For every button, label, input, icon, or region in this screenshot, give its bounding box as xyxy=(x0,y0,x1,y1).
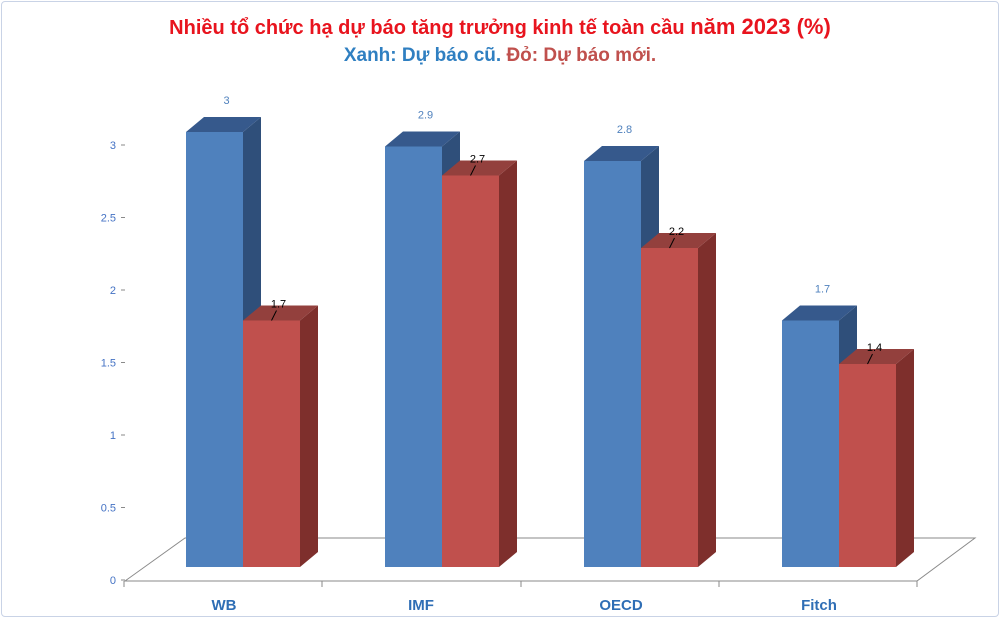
data-label-new: 1.7 xyxy=(271,299,286,311)
bar-new-imf xyxy=(442,160,517,567)
bar-new-wb-top xyxy=(243,305,318,321)
bar-old-fitch-front xyxy=(782,320,839,567)
chart-title-year: năm 2023 (%) xyxy=(690,14,831,39)
bar-new-oecd xyxy=(641,233,716,567)
bar-new-wb-side xyxy=(300,305,318,567)
bar-new-wb xyxy=(243,305,318,567)
data-label-old: 2.9 xyxy=(418,110,433,122)
x-category-label: Fitch xyxy=(801,597,837,614)
bar-new-fitch-side xyxy=(896,349,914,567)
chart-subtitle: Xanh: Dự báo cũ. Đỏ: Dự báo mới. xyxy=(0,45,1000,67)
bar-new-oecd-front xyxy=(641,248,698,567)
chart-title: Nhiều tổ chức hạ dự báo tăng trưởng kinh… xyxy=(0,14,1000,40)
bar-new-wb-front xyxy=(243,320,300,567)
y-tick-label: 1.5 xyxy=(101,358,116,370)
data-label-old: 2.8 xyxy=(617,124,632,136)
bar-new-fitch-front xyxy=(839,364,896,567)
y-tick-label: 0.5 xyxy=(101,503,116,515)
bar-old-imf-top xyxy=(385,131,460,147)
bar-old-wb-front xyxy=(186,132,243,567)
bar-old-oecd-top xyxy=(584,146,659,161)
bar-new-fitch-top xyxy=(839,349,914,364)
data-label-new: 2.2 xyxy=(669,226,684,238)
bar-new-oecd-top xyxy=(641,233,716,248)
y-tick-label: 3 xyxy=(110,140,116,152)
x-axis: WB IMF OECD Fitch xyxy=(212,597,837,614)
x-category-label: OECD xyxy=(599,597,643,614)
y-axis: 0 0.5 1 1.5 2 2.5 3 xyxy=(101,140,918,587)
data-labels: 3 1.7 2.9 2.7 2.8 2.2 1.7 1.4 xyxy=(223,95,882,365)
chart-title-prefix: Nhiều tổ chức hạ dự báo tăng trưởng kinh… xyxy=(169,17,685,39)
bars xyxy=(186,117,914,567)
bar-old-fitch-top xyxy=(782,305,857,321)
data-label-leader xyxy=(669,237,675,249)
data-label-leader xyxy=(867,353,873,365)
legend-old-text: Xanh: Dự báo cũ. xyxy=(343,45,502,66)
bar-old-oecd-front xyxy=(584,161,641,567)
x-category-label: WB xyxy=(212,597,237,614)
bar-new-oecd-side xyxy=(698,233,716,567)
x-category-label: IMF xyxy=(408,597,434,614)
y-tick-label: 2 xyxy=(110,285,116,297)
bar-new-imf-front xyxy=(442,175,499,567)
data-label-leader xyxy=(470,165,476,176)
data-label-old: 3 xyxy=(223,95,229,107)
data-label-old: 1.7 xyxy=(815,284,830,296)
bar-new-imf-side xyxy=(499,160,517,567)
bar-old-wb xyxy=(186,117,261,567)
legend-new-text: Đỏ: Dự báo mới. xyxy=(506,45,657,66)
chart-floor xyxy=(123,537,977,582)
y-tick-label: 0 xyxy=(110,575,116,587)
y-tick-label: 2.5 xyxy=(101,213,116,225)
data-label-leader xyxy=(271,310,277,321)
bar-old-wb-top xyxy=(186,117,261,132)
bar-new-fitch xyxy=(839,349,914,567)
bar-old-imf-front xyxy=(385,146,442,567)
floor-plane xyxy=(123,537,977,582)
bar-new-imf-top xyxy=(442,160,517,176)
data-label-new: 2.7 xyxy=(470,154,485,166)
y-tick-label: 1 xyxy=(110,430,116,442)
data-label-new: 1.4 xyxy=(867,342,882,354)
